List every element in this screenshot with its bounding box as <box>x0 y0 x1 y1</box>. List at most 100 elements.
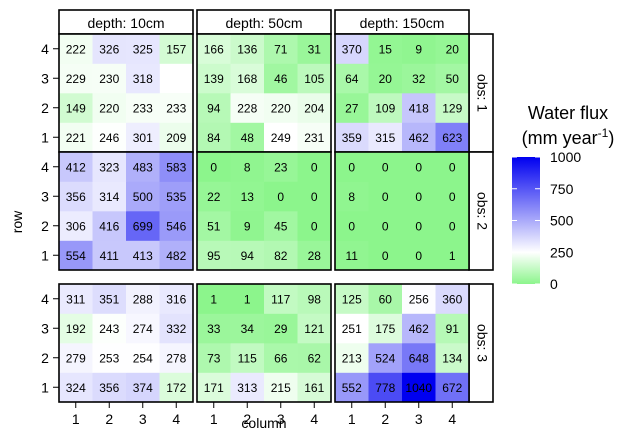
cell-value-label: 351 <box>99 292 119 306</box>
cell-value-label: 29 <box>274 322 288 336</box>
heatmap-cell <box>402 343 436 373</box>
cell-value-label: 222 <box>66 42 86 56</box>
heatmap-cell <box>197 93 231 123</box>
heatmap-cell <box>59 313 93 344</box>
heatmap-panel: 171 313 215 161 73 115 66 62 33 34 29 121 1 1 117 98 <box>196 283 332 403</box>
heatmap-cell <box>59 372 93 403</box>
heatmap-cell <box>126 284 160 314</box>
heatmap-cell <box>264 240 298 271</box>
cell-value-label: 278 <box>166 351 186 365</box>
x-tick-label: 3 <box>277 411 285 427</box>
heatmap-cell <box>126 240 160 271</box>
legend-tick-label: 1000 <box>550 149 581 165</box>
cell-value-label: 246 <box>99 131 119 145</box>
cell-value-label: 411 <box>100 249 119 263</box>
cell-value-label: 0 <box>415 249 422 263</box>
heatmap-panel: 554 411 413 482 306 416 699 546 356 314 500 535 412 3… <box>58 151 194 271</box>
heatmap-cell <box>92 284 127 314</box>
cell-value-label: 121 <box>304 322 324 336</box>
heatmap-panel: 221 246 301 209 149 220 233 233 229 230 318 222 326 3… <box>58 33 194 153</box>
heatmap-cell <box>126 122 160 153</box>
heatmap-cell <box>59 122 93 153</box>
heatmap-cell <box>264 181 298 212</box>
cell-value-label: 233 <box>133 101 153 115</box>
heatmap-cell <box>264 122 298 153</box>
cell-value-label: 326 <box>99 42 119 56</box>
x-tick-label: 4 <box>448 411 456 427</box>
heatmap-panel: 359 315 462 623 27 109 418 129 64 20 32 50 370 15 9 20 <box>334 33 470 153</box>
cell-value-label: 94 <box>207 101 221 115</box>
cell-value-label: 71 <box>274 42 288 56</box>
heatmap-cell <box>230 34 265 64</box>
cell-value-label: 1040 <box>405 381 432 395</box>
heatmap-cell <box>159 122 194 153</box>
heatmap-cell <box>197 152 231 182</box>
heatmap-cell <box>335 63 369 94</box>
cell-value-label: 31 <box>308 42 322 56</box>
cell-value-label: 253 <box>99 351 119 365</box>
cell-value-label: 546 <box>166 219 186 233</box>
cell-value-label: 8 <box>348 190 355 204</box>
heatmap-cell <box>159 211 194 241</box>
heatmap-panel: 84 48 249 231 94 228 220 204 139 168 46 105 166 136 71… <box>196 33 332 153</box>
y-tick-label: 4 <box>41 159 49 175</box>
heatmap-cell <box>230 343 265 373</box>
heatmap-cell <box>230 152 265 182</box>
x-tick-label: 3 <box>415 411 423 427</box>
cell-value-label: 500 <box>133 190 153 204</box>
heatmap-cell <box>230 372 265 403</box>
cell-value-label: 0 <box>348 219 355 233</box>
cell-value-label: 134 <box>442 351 462 365</box>
cell-value-label: 62 <box>308 351 322 365</box>
y-tick-label: 3 <box>41 188 49 204</box>
heatmap-cell <box>59 181 93 212</box>
heatmap-cell <box>368 343 403 373</box>
heatmap-cell <box>92 211 127 241</box>
cell-value-label: 13 <box>241 190 255 204</box>
cell-value-label: 274 <box>133 322 153 336</box>
cell-value-label: 0 <box>449 160 456 174</box>
heatmap-cell <box>126 93 160 123</box>
heatmap-cell <box>264 93 298 123</box>
heatmap-cell <box>335 372 369 403</box>
heatmap-panel: 95 94 82 28 51 9 45 0 22 13 0 0 0 8 23 0 <box>196 151 332 271</box>
cell-value-label: 171 <box>204 381 224 395</box>
cell-value-label: 315 <box>375 131 395 145</box>
y-axis-title: row <box>9 210 25 233</box>
cell-value-label: 204 <box>304 101 324 115</box>
heatmap-cell <box>402 211 436 241</box>
heatmap-cell <box>435 34 470 64</box>
heatmap-cell <box>159 240 194 271</box>
heatmap-cell <box>402 152 436 182</box>
cell-value-label: 1 <box>210 292 217 306</box>
heatmap-cell <box>402 284 436 314</box>
heatmap-cell <box>368 122 403 153</box>
cell-value-label: 0 <box>449 219 456 233</box>
cell-value-label: 418 <box>409 101 429 115</box>
y-tick-label: 4 <box>41 291 49 307</box>
cell-value-label: 172 <box>166 381 186 395</box>
heatmap-cell <box>126 313 160 344</box>
x-tick-label: 1 <box>72 411 80 427</box>
cell-value-label: 0 <box>415 160 422 174</box>
heatmap-cell <box>368 181 403 212</box>
cell-value-label: 316 <box>166 292 186 306</box>
heatmap-cell <box>297 343 332 373</box>
cell-value-label: 139 <box>204 72 224 86</box>
cell-value-label: 95 <box>207 249 221 263</box>
panel-border <box>58 283 194 403</box>
heatmap-cell <box>297 211 332 241</box>
heatmap-cell <box>197 372 231 403</box>
cell-value-label: 64 <box>345 72 359 86</box>
heatmap-cell <box>92 34 127 64</box>
cell-value-label: 554 <box>66 249 86 263</box>
heatmap-cell <box>264 63 298 94</box>
heatmap-cell <box>126 211 160 241</box>
cell-value-label: 50 <box>446 72 460 86</box>
panel-border <box>196 283 332 403</box>
cell-value-label: 648 <box>409 351 429 365</box>
heatmap-cell <box>368 93 403 123</box>
